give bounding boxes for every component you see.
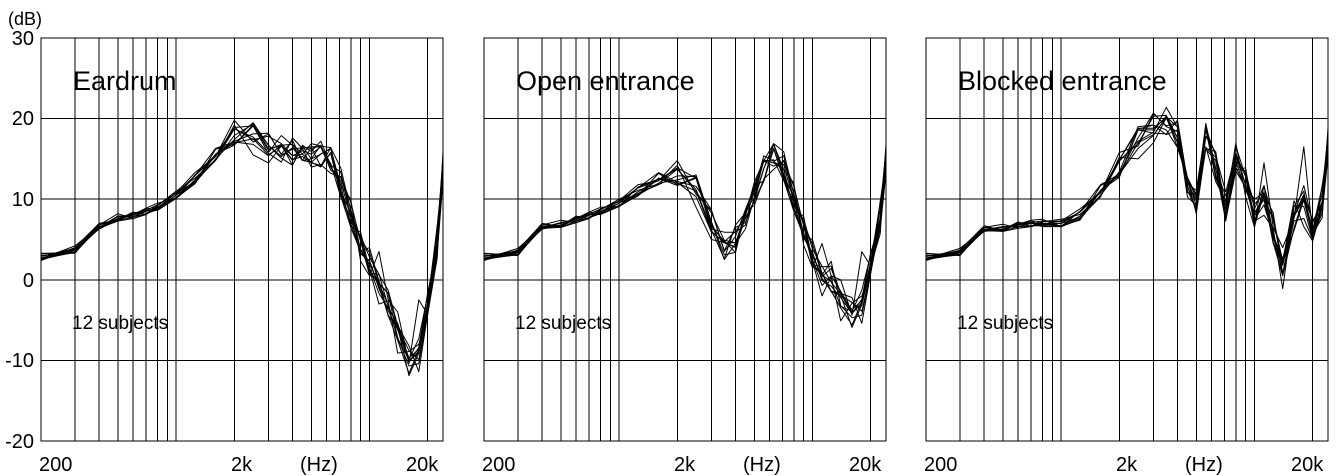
panel-blocked-entrance-subject-curve-10 — [925, 106, 1329, 260]
panel-blocked-entrance-subject-curve-6 — [926, 114, 1329, 274]
panel-eardrum-x-tick-200: 200 — [39, 454, 72, 476]
panel-blocked-entrance-frame — [925, 37, 1329, 442]
panel-open-entrance-subject-curve-6 — [484, 160, 887, 319]
y-tick-label-0: 0 — [23, 270, 34, 292]
panel-open-entrance-subject-curve-12 — [483, 155, 887, 312]
panel-eardrum-x-unit: (Hz) — [300, 454, 338, 476]
panel-open-entrance-subject-curve-4 — [483, 143, 887, 326]
panel-blocked-entrance-title: Blocked entrance — [958, 66, 1167, 96]
panel-blocked-entrance: Blocked entrance 12 subjects 200 2k (Hz)… — [924, 37, 1329, 476]
panel-eardrum-subject-count: 12 subjects — [72, 313, 168, 334]
panel-blocked-entrance-x-tick-20k: 20k — [1291, 454, 1324, 476]
panel-eardrum-title: Eardrum — [73, 66, 177, 96]
panel-eardrum-grid — [40, 38, 443, 441]
panel-eardrum-subject-curve-10 — [40, 128, 444, 361]
panel-open-entrance-subject-curve-2 — [483, 147, 887, 328]
y-tick-label-10: 10 — [12, 189, 34, 211]
panel-eardrum-frame — [40, 37, 444, 442]
y-axis-ticks: 30 20 10 0 -10 -20 — [5, 28, 34, 453]
panel-blocked-entrance-subject-curve-4 — [925, 116, 1329, 277]
panel-open-entrance-subject-curve-10 — [483, 143, 887, 313]
panel-blocked-entrance-subject-curve-11 — [925, 119, 1329, 266]
panel-eardrum: Eardrum 12 subjects 200 2k (Hz) 20k — [39, 37, 444, 476]
panel-open-entrance-subject-curve-5 — [483, 160, 887, 324]
panel-open-entrance-subject-curve-1 — [483, 143, 887, 316]
panel-eardrum-curves — [40, 119, 444, 377]
panel-open-entrance: Open entrance 12 subjects 200 2k (Hz) 20… — [482, 37, 887, 476]
panel-blocked-entrance-curves — [925, 106, 1329, 290]
panel-blocked-entrance-subject-curve-12 — [925, 115, 1329, 275]
panel-open-entrance-x-unit: (Hz) — [743, 454, 781, 476]
panel-open-entrance-x-tick-200: 200 — [482, 454, 515, 476]
panel-open-entrance-subject-curve-7 — [483, 148, 887, 311]
panel-blocked-entrance-subject-curve-1 — [925, 124, 1329, 261]
panel-open-entrance-frame — [483, 37, 887, 442]
panel-open-entrance-grid — [483, 38, 886, 441]
panel-open-entrance-subject-curve-11 — [483, 156, 887, 315]
y-tick-label-minus-20: -20 — [5, 431, 34, 453]
panel-eardrum-subject-curve-9 — [40, 123, 444, 363]
y-tick-label-minus-10: -10 — [5, 350, 34, 372]
panel-eardrum-subject-curve-11 — [40, 125, 444, 363]
panel-blocked-entrance-x-tick-2k: 2k — [1116, 454, 1138, 476]
panel-eardrum-subject-curve-4 — [40, 141, 444, 374]
panel-eardrum-subject-curve-5 — [40, 132, 444, 373]
panel-blocked-entrance-x-tick-200: 200 — [924, 454, 957, 476]
panel-open-entrance-title: Open entrance — [516, 66, 695, 96]
y-tick-label-30: 30 — [12, 28, 34, 50]
panel-blocked-entrance-x-unit: (Hz) — [1185, 454, 1223, 476]
panel-eardrum-subject-curve-12 — [40, 125, 444, 361]
y-unit-label: (dB) — [8, 9, 42, 29]
panel-open-entrance-subject-count: 12 subjects — [515, 313, 611, 334]
panel-blocked-entrance-grid — [925, 38, 1328, 441]
panel-open-entrance-x-tick-20k: 20k — [849, 454, 882, 476]
panel-blocked-entrance-subject-count: 12 subjects — [957, 313, 1053, 334]
panel-eardrum-subject-curve-2 — [41, 119, 444, 377]
panel-open-entrance-subject-curve-9 — [483, 143, 887, 315]
panel-blocked-entrance-subject-curve-9 — [925, 117, 1329, 262]
panel-eardrum-x-tick-2k: 2k — [231, 454, 253, 476]
panel-open-entrance-curves — [483, 143, 887, 328]
y-tick-label-20: 20 — [12, 108, 34, 130]
panel-open-entrance-x-tick-2k: 2k — [674, 454, 696, 476]
panel-eardrum-x-tick-20k: 20k — [406, 454, 439, 476]
